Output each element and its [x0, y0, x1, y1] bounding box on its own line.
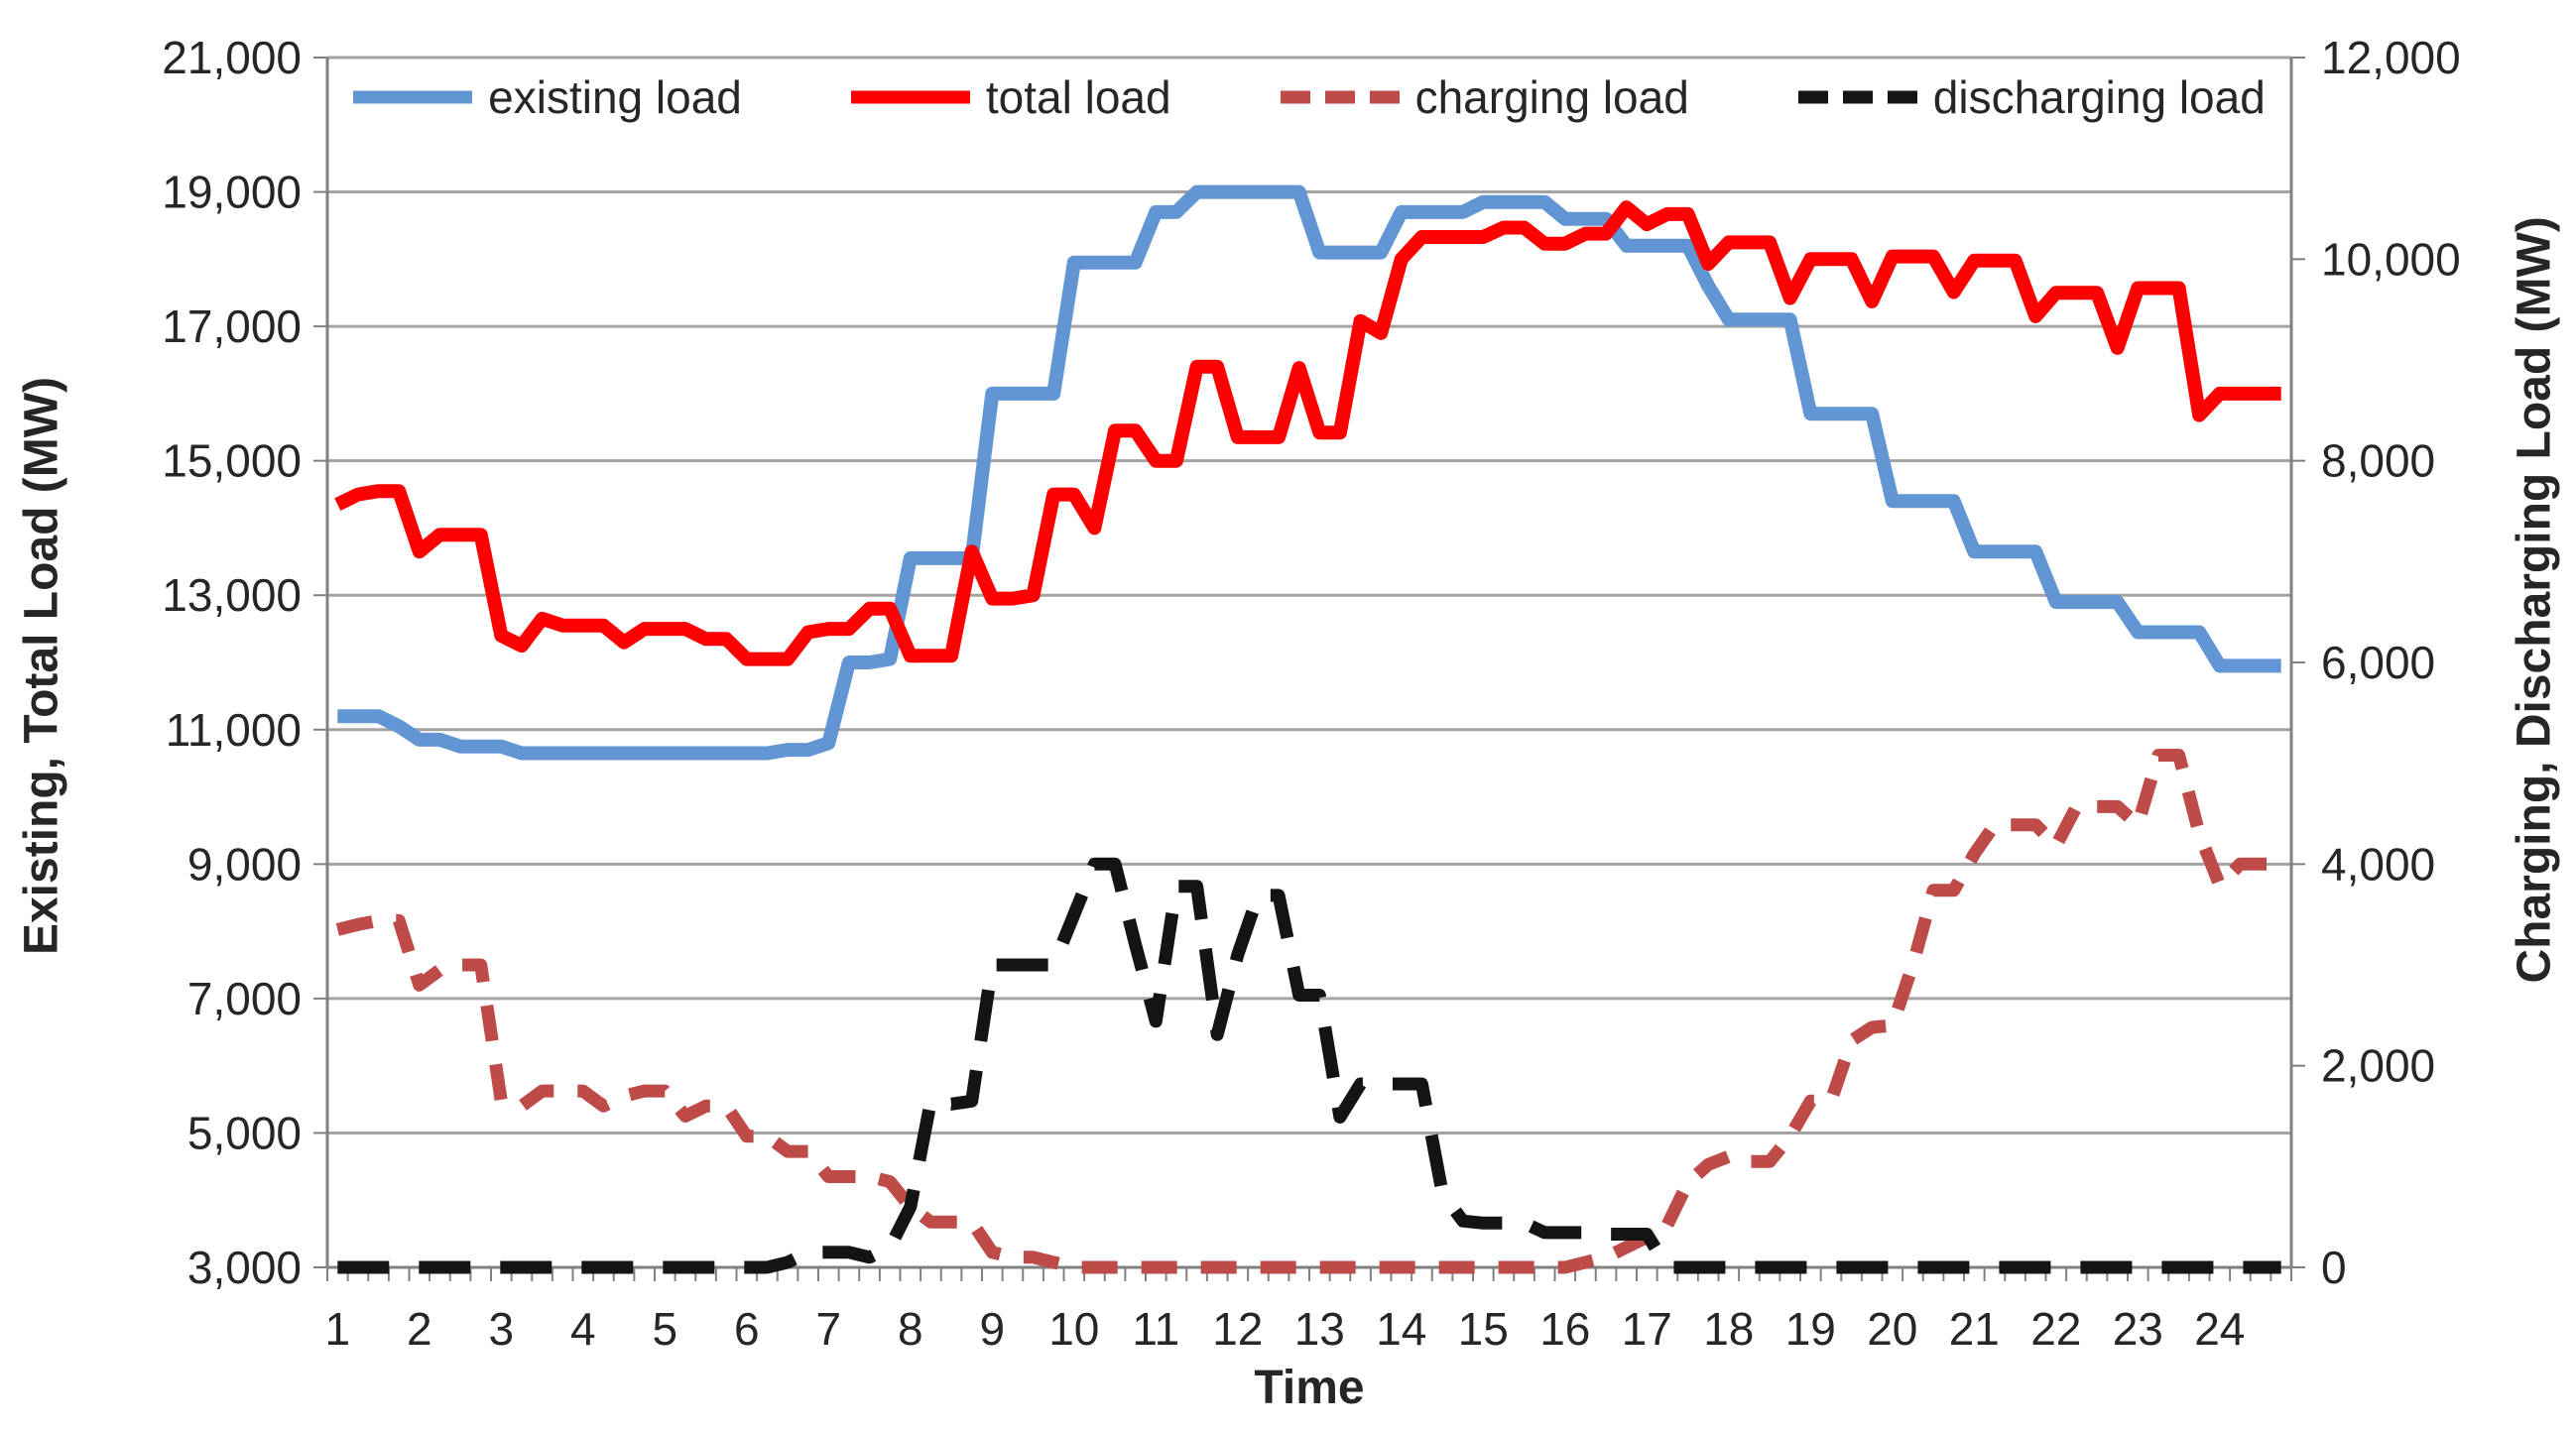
chart-legend: existing load total load charging load d… [327, 65, 2291, 129]
dashed-line-sample-icon [1280, 90, 1400, 104]
x-axis-tick-label: 24 [2194, 1303, 2245, 1355]
x-axis-tick-label: 14 [1376, 1303, 1426, 1355]
right-axis-tick-label: 4,000 [2321, 838, 2435, 890]
series-discharging-load [337, 857, 2281, 1274]
legend-item-existing-load: existing load [353, 70, 742, 124]
line-sample-icon [353, 90, 473, 104]
x-axis-tick-label: 12 [1212, 1303, 1263, 1355]
line-sample-icon [850, 90, 970, 104]
left-axis-tick-label: 11,000 [166, 704, 302, 756]
right-axis-tick-label: 2,000 [2321, 1040, 2435, 1092]
x-axis-tick-label: 16 [1539, 1303, 1590, 1355]
right-axis-tick-label: 0 [2321, 1242, 2347, 1293]
right-axis-tick-label: 10,000 [2321, 233, 2461, 285]
x-axis-tick-label: 9 [980, 1303, 1006, 1355]
right-axis-tick-label: 6,000 [2321, 637, 2435, 688]
x-axis-tick-label: 1 [325, 1303, 351, 1355]
x-axis-tick-label: 17 [1622, 1303, 1672, 1355]
left-axis-tick-label: 15,000 [162, 435, 302, 487]
x-axis-title: Time [1254, 1362, 1365, 1414]
left-axis-tick-label: 17,000 [162, 300, 302, 352]
x-axis-tick-label: 22 [2030, 1303, 2081, 1355]
legend-item-discharging-load: discharging load [1797, 70, 2266, 124]
series-total-load [334, 200, 2281, 666]
right-axis-tick-label: 8,000 [2321, 435, 2435, 487]
x-axis-tick-label: 23 [2113, 1303, 2163, 1355]
x-axis-tick-label: 10 [1048, 1303, 1099, 1355]
x-axis-tick-label: 3 [489, 1303, 515, 1355]
x-axis-tick-label: 13 [1294, 1303, 1345, 1355]
left-axis-tick-label: 7,000 [187, 973, 302, 1024]
right-axis-title: Charging, Discharging Load (MW) [2508, 216, 2561, 984]
legend-label: total load [985, 71, 1171, 123]
series-existing-load [337, 184, 2281, 761]
x-axis-tick-label: 8 [898, 1303, 923, 1355]
x-axis-tick-label: 19 [1785, 1303, 1836, 1355]
x-axis-tick-label: 5 [653, 1303, 678, 1355]
left-axis-tick-label: 9,000 [187, 838, 302, 890]
legend-label: discharging load [1932, 71, 2266, 123]
legend-item-total-load: total load [850, 70, 1171, 124]
left-axis-tick-label: 5,000 [187, 1107, 302, 1158]
legend-item-charging-load: charging load [1280, 70, 1689, 124]
x-axis-tick-label: 11 [1132, 1303, 1179, 1355]
dashed-line-sample-icon [1797, 90, 1917, 104]
legend-label: charging load [1414, 71, 1689, 123]
left-axis-tick-label: 3,000 [187, 1242, 302, 1293]
left-axis-tick-label: 19,000 [162, 167, 302, 218]
x-axis-tick-label: 18 [1703, 1303, 1754, 1355]
x-axis-tick-label: 6 [734, 1303, 760, 1355]
left-axis-title: Existing, Total Load (MW) [15, 376, 68, 956]
right-axis-tick-label: 12,000 [2321, 32, 2461, 83]
x-axis-tick-label: 7 [816, 1303, 842, 1355]
x-axis-tick-label: 21 [1949, 1303, 2000, 1355]
left-axis-tick-label: 21,000 [162, 32, 302, 83]
left-axis-tick-label: 13,000 [162, 569, 302, 621]
series-charging-load [335, 749, 2281, 1274]
x-axis-tick-label: 15 [1458, 1303, 1509, 1355]
x-axis-tick-label: 20 [1867, 1303, 1917, 1355]
x-axis-tick-label: 2 [407, 1303, 432, 1355]
legend-label: existing load [488, 71, 742, 123]
x-axis-tick-label: 4 [570, 1303, 596, 1355]
